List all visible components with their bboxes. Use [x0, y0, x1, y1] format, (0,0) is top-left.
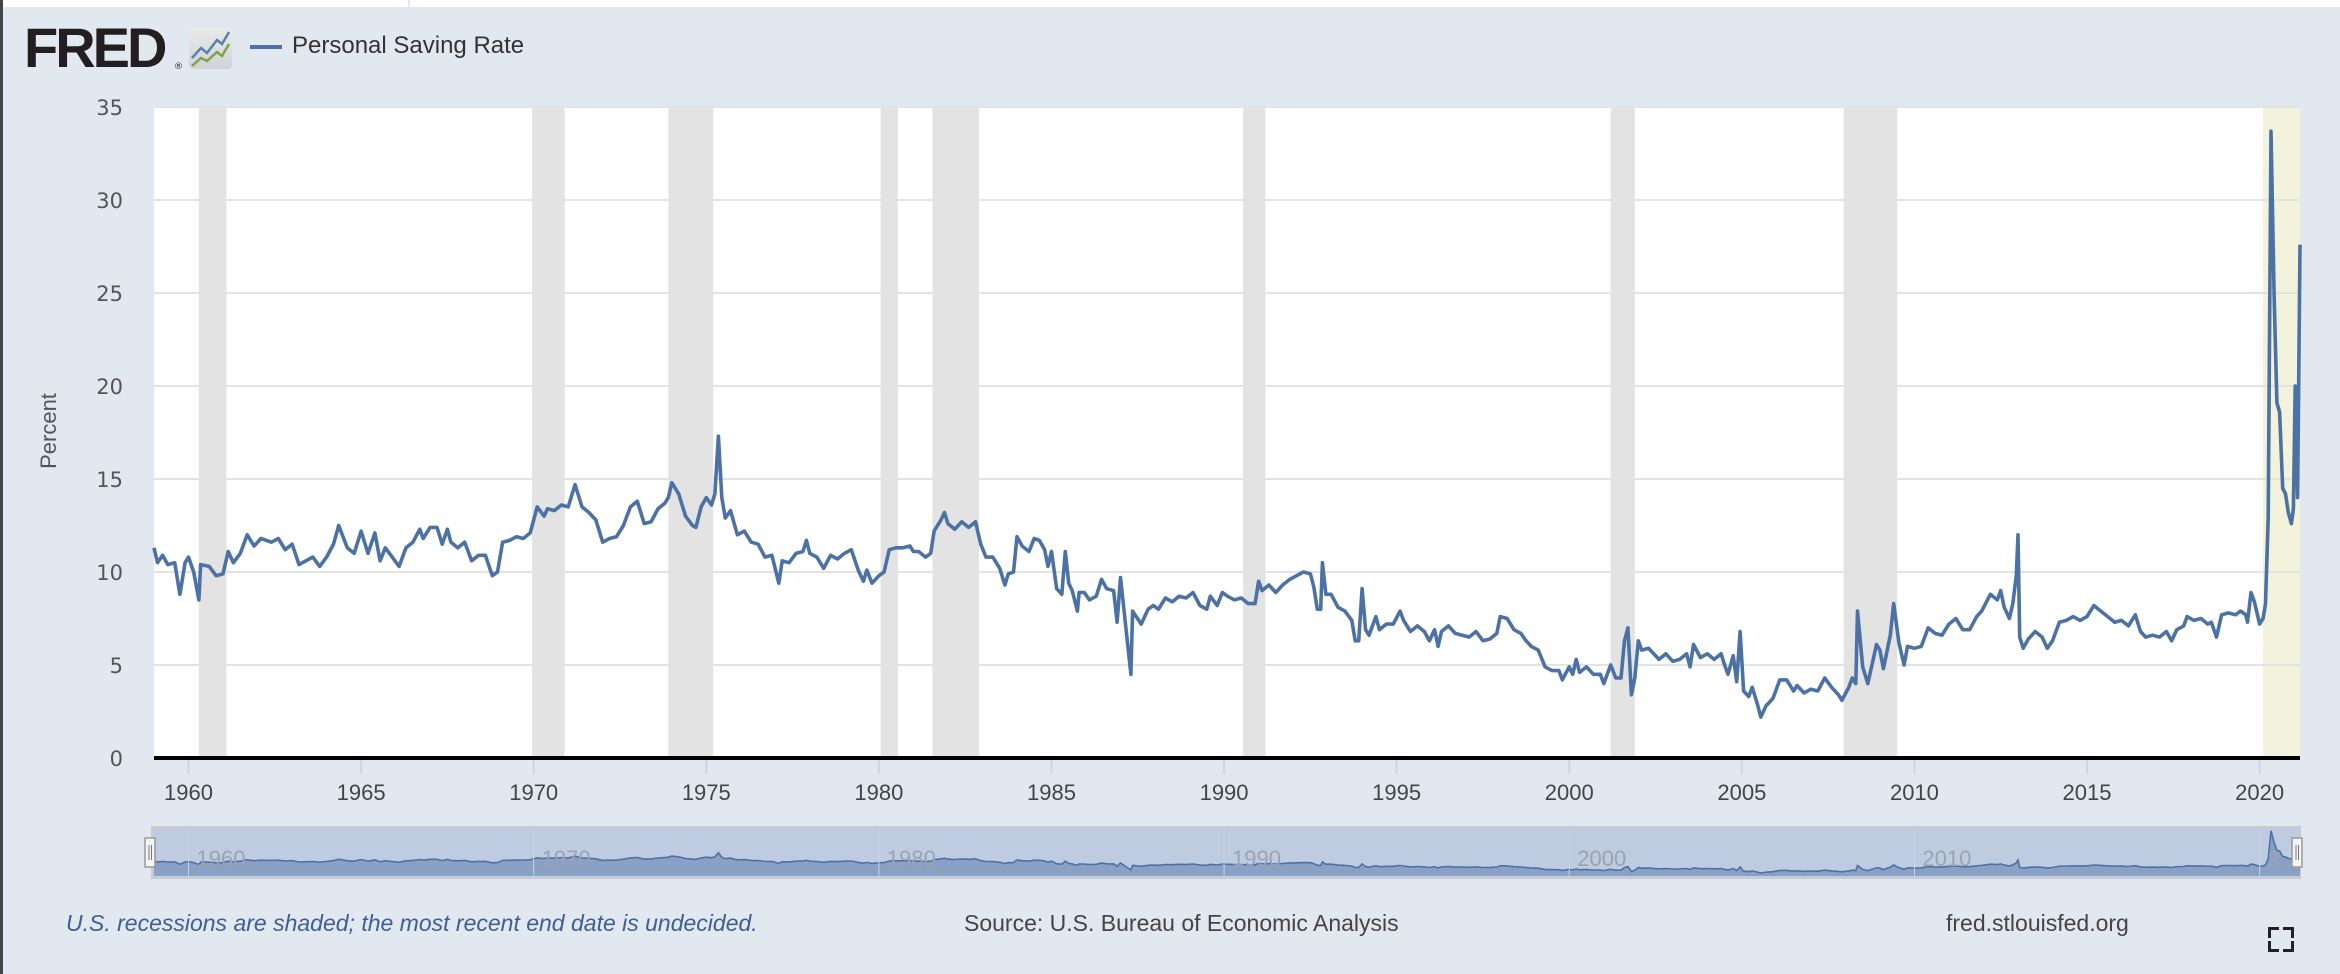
recession-band — [932, 107, 979, 758]
x-tick-label: 2020 — [2235, 780, 2284, 805]
x-axis: 1960 1965 1970 1975 1980 1985 1990 1995 2000 2005… — [164, 760, 2284, 805]
navigator-label: 2000 — [1577, 846, 1626, 871]
y-tick-label: 15 — [96, 468, 123, 492]
x-tick-label: 1990 — [1200, 780, 1249, 805]
recession-band — [1843, 107, 1898, 758]
x-tick-label: 2015 — [2063, 780, 2112, 805]
navigator-label: 2010 — [1922, 846, 1971, 871]
y-tick-label: 5 — [110, 654, 123, 678]
navigator-series-fill — [154, 830, 2300, 876]
legend-swatch — [250, 45, 282, 49]
recession-band — [668, 107, 714, 758]
registered-mark: ® — [174, 62, 183, 72]
fred-link[interactable]: fred.stlouisfed.org — [1946, 910, 2129, 936]
x-tick-label: 1970 — [509, 780, 558, 805]
x-axis-line — [154, 756, 2300, 760]
fred-graph-icon — [189, 28, 232, 69]
navigator[interactable]: 1960 1970 1980 1990 2000 2010 2... — [144, 826, 2303, 879]
x-tick-label: 1980 — [854, 780, 903, 805]
navigator-left-handle[interactable] — [144, 837, 156, 868]
divider — [408, 0, 410, 7]
x-tick-label: 1985 — [1027, 780, 1076, 805]
recession-shading — [198, 107, 2300, 758]
top-strip — [0, 0, 2340, 7]
navigator-label: 1960 — [197, 846, 246, 871]
fullscreen-icon[interactable] — [2268, 927, 2294, 952]
navigator-label: 1990 — [1232, 846, 1281, 871]
x-tick-label: 1960 — [164, 780, 213, 805]
gridlines — [154, 106, 2300, 666]
y-tick-label: 35 — [96, 96, 123, 120]
navigator-right-handle[interactable] — [2291, 837, 2303, 868]
window-border — [0, 0, 3, 974]
recession-band — [880, 107, 898, 758]
recession-note: U.S. recessions are shaded; the most rec… — [66, 910, 758, 936]
y-axis: 0 5 10 15 20 25 30 35 — [96, 96, 123, 771]
navigator-label: 1980 — [887, 846, 936, 871]
x-tick-label: 2005 — [1717, 780, 1766, 805]
navigator-label: 1970 — [542, 846, 591, 871]
source-text: Source: U.S. Bureau of Economic Analysis — [964, 910, 1399, 936]
navigator-labels: 1960 1970 1980 1990 2000 2010 2... — [188, 828, 2298, 877]
x-tick-label: 1965 — [337, 780, 386, 805]
fred-logo-text: FRED — [24, 16, 167, 79]
y-axis-title: Percent — [36, 393, 61, 469]
series-line-personal-saving-rate — [152, 129, 2302, 719]
y-tick-label: 10 — [96, 561, 123, 585]
y-tick-label: 30 — [96, 189, 123, 213]
x-tick-label: 1975 — [682, 780, 731, 805]
x-tick-label: 2000 — [1545, 780, 1594, 805]
recession-band — [198, 107, 227, 758]
y-tick-label: 20 — [96, 375, 123, 399]
plot-area — [154, 107, 2300, 758]
y-tick-label: 0 — [110, 747, 123, 771]
navigator-series-line — [153, 830, 2301, 874]
recession-band — [1243, 107, 1266, 758]
x-tick-label: 1995 — [1372, 780, 1421, 805]
legend-label: Personal Saving Rate — [292, 32, 525, 59]
y-tick-label: 25 — [96, 282, 123, 306]
recession-band — [531, 107, 565, 758]
x-tick-label: 2010 — [1890, 780, 1939, 805]
